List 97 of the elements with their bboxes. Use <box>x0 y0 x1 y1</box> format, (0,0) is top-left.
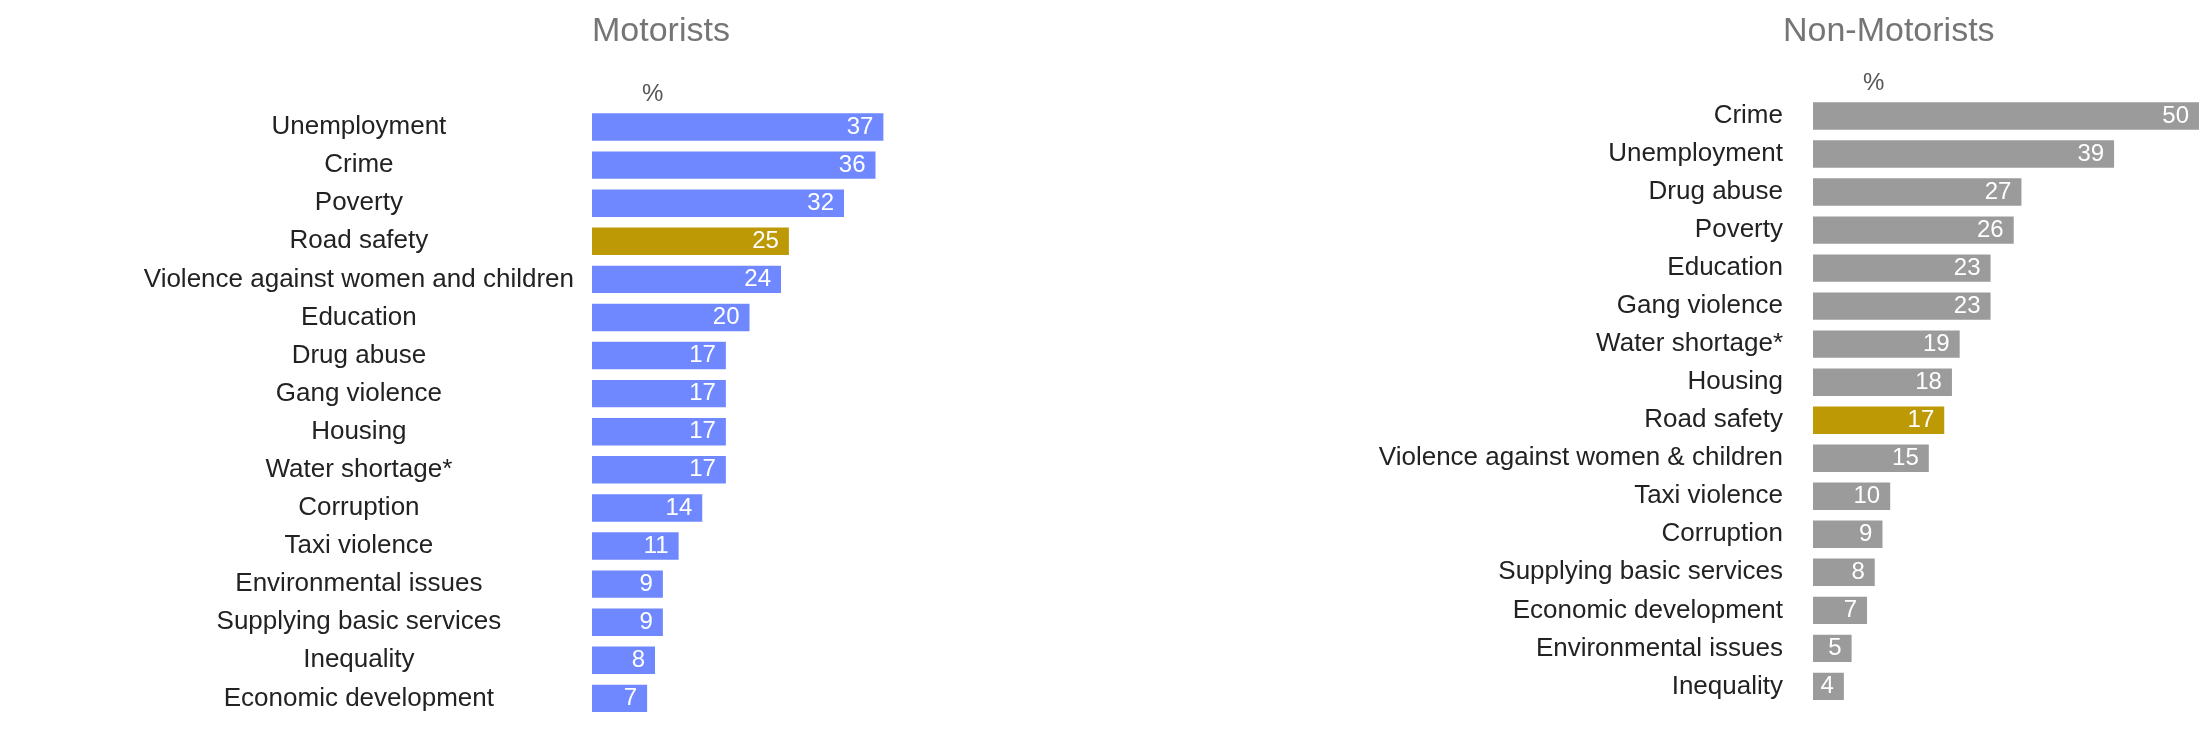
bar <box>1813 444 1929 472</box>
data-label: 26 <box>1977 214 2004 242</box>
y-tick-label: Drug abuse <box>291 338 427 369</box>
bar <box>592 532 679 560</box>
data-label: 4 <box>1820 671 1834 699</box>
y-tick-label: Corruption <box>1661 517 1783 548</box>
data-label: 7 <box>1843 594 1858 622</box>
data-label: 39 <box>2077 138 2105 166</box>
data-label: 25 <box>752 225 779 253</box>
data-label: 17 <box>689 416 716 444</box>
data-label: 37 <box>846 111 874 139</box>
y-tick-label: Crime <box>1713 99 1783 130</box>
y-tick-label: Poverty <box>1694 213 1783 244</box>
y-tick-label: Unemployment <box>271 110 448 141</box>
bar <box>592 418 726 446</box>
bar <box>592 227 789 256</box>
y-tick-label: Environmental issues <box>1535 631 1783 662</box>
bar <box>1813 558 1875 586</box>
bar <box>592 303 750 332</box>
y-tick-label: Gang violence <box>1616 289 1783 320</box>
y-tick-label: Drug abuse <box>1648 175 1783 206</box>
bar <box>592 646 655 674</box>
y-tick-label: Housing <box>311 414 407 445</box>
bar <box>1813 330 1960 358</box>
data-label: 24 <box>744 264 771 292</box>
data-label: 17 <box>689 454 716 482</box>
y-tick-label: Violence against women and children <box>143 262 574 293</box>
bar <box>1813 596 1868 625</box>
y-tick-label: Education <box>1667 251 1783 282</box>
y-tick-label: Road safety <box>289 224 429 255</box>
bar <box>1813 140 2115 168</box>
y-tick-label: Supplying basic services <box>1498 555 1783 586</box>
bar <box>592 494 703 522</box>
y-tick-label: Taxi violence <box>1634 479 1783 510</box>
y-tick-label: Inequality <box>1671 669 1783 700</box>
data-label: 9 <box>1859 518 1873 546</box>
y-tick-label: Crime <box>324 148 394 179</box>
y-tick-label: Road safety <box>1644 403 1783 434</box>
bar <box>1813 216 2014 244</box>
data-label: 10 <box>1853 480 1881 508</box>
data-label: 50 <box>2162 100 2189 128</box>
bar <box>592 113 884 141</box>
y-tick-label: Poverty <box>314 186 403 217</box>
data-label: 23 <box>1953 290 1981 318</box>
y-tick-label: Economic development <box>223 681 495 712</box>
y-tick-label: Taxi violence <box>284 529 434 560</box>
data-label: 17 <box>689 378 716 406</box>
data-label: 19 <box>1922 328 1950 356</box>
bar <box>592 570 663 598</box>
x-axis-title: % <box>1863 67 1885 95</box>
bar <box>592 265 781 294</box>
data-label: 9 <box>639 606 653 634</box>
data-label: 9 <box>639 568 653 596</box>
bar <box>1813 254 1991 282</box>
y-tick-label: Water shortage* <box>1596 327 1783 358</box>
data-label: 14 <box>665 492 693 520</box>
bar <box>1813 520 1883 548</box>
data-label: 5 <box>1828 632 1842 660</box>
x-axis-title: % <box>642 78 664 106</box>
data-label: 11 <box>643 530 669 558</box>
data-label: 8 <box>631 644 645 672</box>
y-tick-label: Economic development <box>1512 593 1784 624</box>
y-tick-label: Corruption <box>298 491 420 522</box>
bar <box>592 608 663 636</box>
bar <box>592 456 726 484</box>
bar <box>1813 102 2199 130</box>
data-label: 15 <box>1892 442 1919 470</box>
bar <box>592 341 726 370</box>
data-label: 17 <box>1907 404 1935 432</box>
bar <box>1813 292 1991 320</box>
y-tick-label: Inequality <box>303 643 415 674</box>
data-label: 27 <box>1984 176 2012 204</box>
y-tick-label: Environmental issues <box>235 567 483 598</box>
data-label: 17 <box>689 340 716 368</box>
y-tick-label: Water shortage* <box>265 453 453 483</box>
data-label: 32 <box>807 187 834 215</box>
bar <box>592 189 844 217</box>
bar <box>592 684 648 713</box>
bar <box>592 151 876 179</box>
y-tick-label: Housing <box>1687 365 1783 396</box>
y-tick-label: Supplying basic services <box>216 605 502 636</box>
bar <box>1813 406 1945 434</box>
bar <box>592 379 726 408</box>
chart-title: Non-Motorists <box>1783 10 1995 49</box>
bar <box>1813 368 1952 396</box>
y-tick-label: Education <box>301 300 417 331</box>
data-label: 36 <box>838 149 866 177</box>
bar <box>1813 178 2022 206</box>
y-tick-label: Gang violence <box>275 376 442 407</box>
data-label: 8 <box>1851 556 1865 584</box>
data-label: 23 <box>1953 252 1981 280</box>
chart-title: Motorists <box>592 10 730 49</box>
data-label: 18 <box>1915 366 1942 394</box>
data-label: 20 <box>712 302 740 330</box>
data-label: 7 <box>623 682 638 710</box>
y-tick-label: Violence against women & children <box>1378 441 1783 472</box>
y-tick-label: Unemployment <box>1608 137 1784 168</box>
